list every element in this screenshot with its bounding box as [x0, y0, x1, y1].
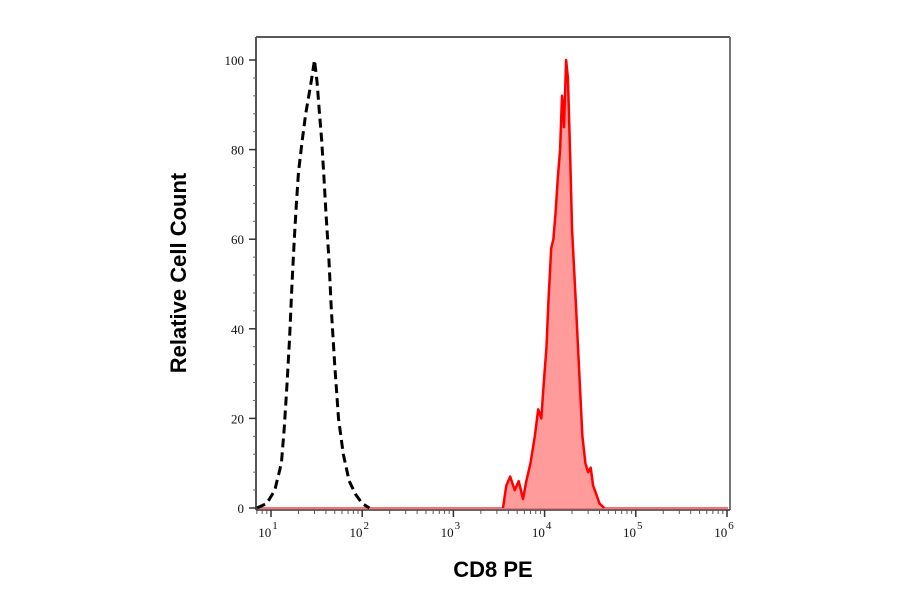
- y-axis-ticks: 0 20 40 60 80 100: [225, 53, 256, 516]
- x-axis-ticks: 101 102 103 104 105 106: [256, 510, 734, 540]
- plot-frame: [255, 36, 731, 511]
- x-tick-label: 101: [258, 520, 278, 540]
- stained-histogram-line: [501, 58, 606, 509]
- y-tick-label: 60: [231, 232, 244, 247]
- x-tick-label: 102: [349, 520, 369, 540]
- x-tick-label: 105: [623, 520, 643, 540]
- y-tick-label: 40: [231, 322, 244, 337]
- histogram-series: [256, 58, 728, 510]
- x-axis-title: CD8 PE: [453, 557, 532, 582]
- y-tick-label: 100: [225, 53, 245, 68]
- y-tick-label: 20: [231, 411, 244, 426]
- x-tick-label: 106: [714, 520, 734, 540]
- x-tick-label: 103: [441, 520, 461, 540]
- y-tick-label: 80: [231, 143, 244, 158]
- y-axis-title: Relative Cell Count: [166, 172, 191, 373]
- x-tick-label: 104: [532, 520, 552, 540]
- control-histogram-line: [256, 58, 371, 510]
- stained-histogram-fill: [503, 60, 605, 508]
- y-tick-label: 0: [238, 501, 245, 516]
